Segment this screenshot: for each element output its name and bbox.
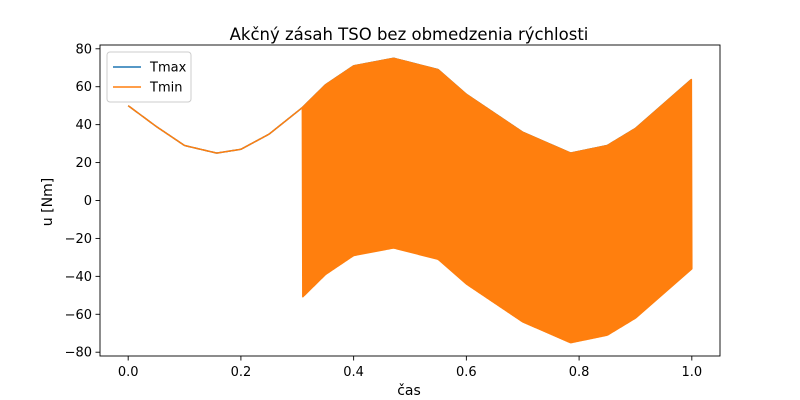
series-line-tmin (127, 105, 303, 154)
x-tick-label: 1.0 (681, 365, 702, 380)
x-tick-label: 0.0 (118, 365, 139, 380)
y-tick-label: 80 (75, 42, 92, 57)
x-tick-label: 0.2 (231, 365, 252, 380)
x-tick-label: 0.4 (343, 365, 364, 380)
y-tick-label: −60 (65, 308, 92, 323)
series-band-tmin (301, 57, 693, 344)
plot-area (127, 57, 693, 344)
legend: Tmax Tmin (106, 51, 192, 103)
y-tick-label: −80 (65, 346, 92, 361)
y-tick-label: 0 (84, 194, 92, 209)
x-tick-label: 0.6 (456, 365, 477, 380)
legend-label-tmax: Tmax (149, 61, 187, 76)
y-tick-label: −20 (65, 232, 92, 247)
y-tick-label: 40 (75, 118, 92, 133)
axes: 0.0 0.2 0.4 0.6 0.8 1.0 −80 −60 −40 −20 0 20 40 60 80 (65, 42, 721, 380)
legend-box (106, 51, 192, 103)
y-tick-label: 60 (75, 80, 92, 95)
y-tick-label: −40 (65, 270, 92, 285)
y-axis-label: u [Nm] (40, 178, 56, 226)
x-axis-label: čas (397, 383, 421, 399)
legend-label-tmin: Tmin (149, 81, 182, 96)
chart-title: Akčný zásah TSO bez obmedzenia rýchlosti (230, 25, 589, 44)
y-tick-label: 20 (75, 156, 92, 171)
x-tick-label: 0.8 (569, 365, 590, 380)
